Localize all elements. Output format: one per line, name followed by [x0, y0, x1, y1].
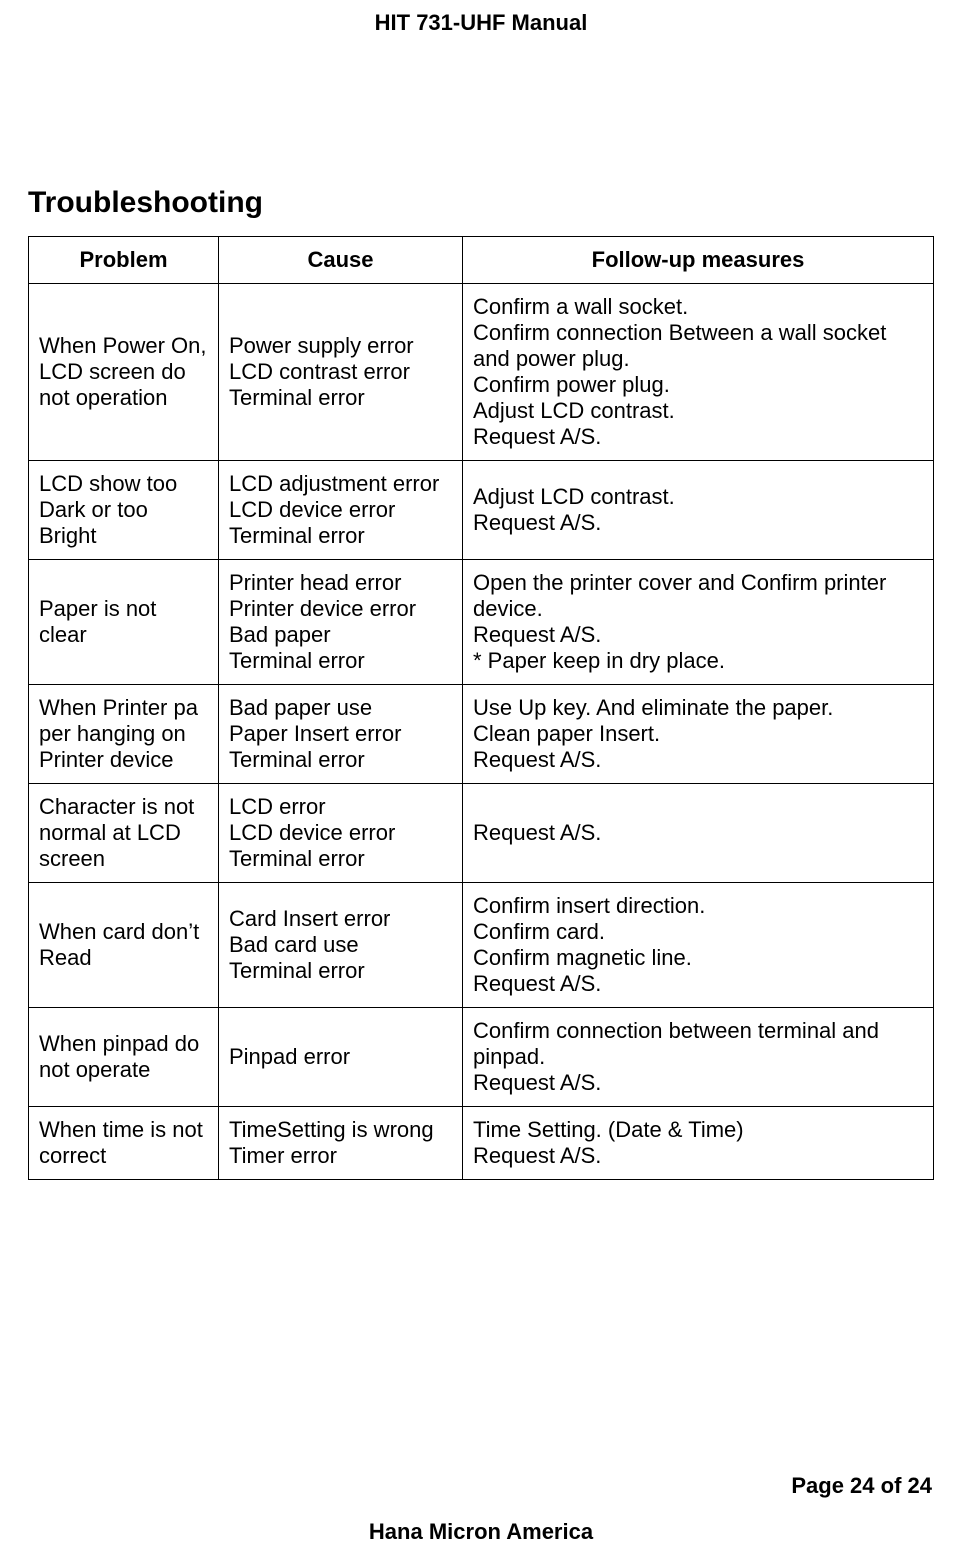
cell-problem: When Power On, LCD screen do not operati…: [29, 284, 219, 461]
cell-followup: Confirm insert direction.Confirm card.Co…: [463, 883, 934, 1008]
cell-problem: When time is not correct: [29, 1107, 219, 1180]
cell-followup: Request A/S.: [463, 784, 934, 883]
cell-problem: When Printer pa per hanging on Printer d…: [29, 685, 219, 784]
cell-problem: When pinpad do not operate: [29, 1008, 219, 1107]
cell-cause: LCD errorLCD device errorTerminal error: [219, 784, 463, 883]
col-header-problem: Problem: [29, 237, 219, 284]
cell-followup: Confirm a wall socket.Confirm connection…: [463, 284, 934, 461]
cell-problem: Character is not normal at LCD screen: [29, 784, 219, 883]
table-row: When Power On, LCD screen do not operati…: [29, 284, 934, 461]
cell-problem: LCD show too Dark or too Bright: [29, 461, 219, 560]
cell-followup: Use Up key. And eliminate the paper.Clea…: [463, 685, 934, 784]
section-title: Troubleshooting: [28, 186, 934, 220]
table-row: When card don’t Read Card Insert errorBa…: [29, 883, 934, 1008]
document-header-title: HIT 731-UHF Manual: [28, 0, 934, 36]
cell-problem: Paper is not clear: [29, 560, 219, 685]
cell-cause: Pinpad error: [219, 1008, 463, 1107]
cell-followup: Confirm connection between terminal andp…: [463, 1008, 934, 1107]
page-number: Page 24 of 24: [791, 1473, 932, 1499]
cell-problem: When card don’t Read: [29, 883, 219, 1008]
table-row: When time is not correct TimeSetting is …: [29, 1107, 934, 1180]
cell-followup: Time Setting. (Date & Time)Request A/S.: [463, 1107, 934, 1180]
cell-followup: Open the printer cover and Confirm print…: [463, 560, 934, 685]
table-row: When Printer pa per hanging on Printer d…: [29, 685, 934, 784]
col-header-cause: Cause: [219, 237, 463, 284]
troubleshooting-table: Problem Cause Follow-up measures When Po…: [28, 236, 934, 1180]
col-header-followup: Follow-up measures: [463, 237, 934, 284]
cell-cause: Printer head errorPrinter device errorBa…: [219, 560, 463, 685]
cell-cause: Bad paper usePaper Insert errorTerminal …: [219, 685, 463, 784]
page-container: HIT 731-UHF Manual Troubleshooting Probl…: [0, 0, 962, 1553]
table-row: LCD show too Dark or too Bright LCD adju…: [29, 461, 934, 560]
table-row: When pinpad do not operate Pinpad error …: [29, 1008, 934, 1107]
cell-cause: TimeSetting is wrongTimer error: [219, 1107, 463, 1180]
cell-followup: Adjust LCD contrast.Request A/S.: [463, 461, 934, 560]
cell-cause: Power supply errorLCD contrast errorTerm…: [219, 284, 463, 461]
footer-company: Hana Micron America: [0, 1519, 962, 1545]
table-row: Character is not normal at LCD screen LC…: [29, 784, 934, 883]
table-header-row: Problem Cause Follow-up measures: [29, 237, 934, 284]
cell-cause: Card Insert errorBad card useTerminal er…: [219, 883, 463, 1008]
table-body: When Power On, LCD screen do not operati…: [29, 284, 934, 1180]
table-row: Paper is not clear Printer head errorPri…: [29, 560, 934, 685]
cell-cause: LCD adjustment errorLCD device errorTerm…: [219, 461, 463, 560]
